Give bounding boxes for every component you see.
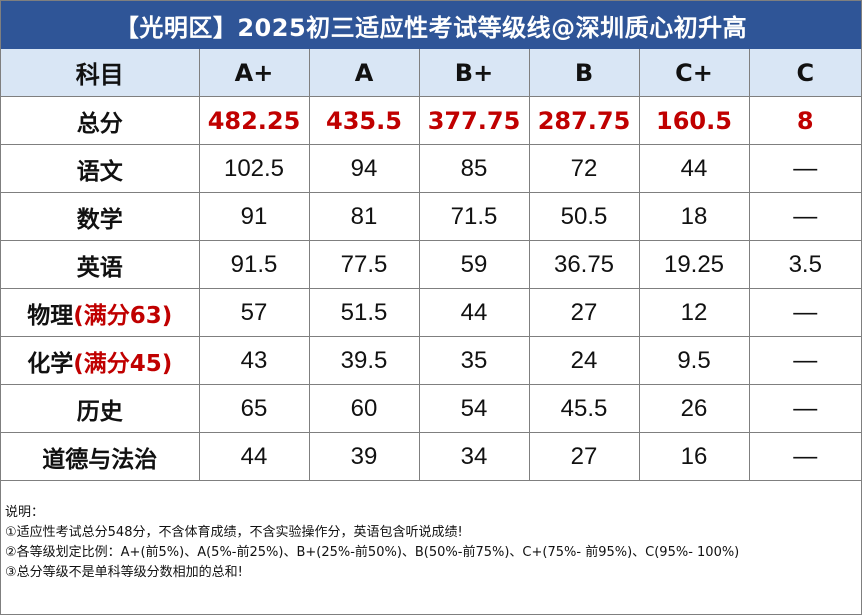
score-cell: 81 xyxy=(308,192,420,241)
header-cell-grade: B xyxy=(528,49,640,97)
score-cell: 377.75 xyxy=(418,96,530,145)
score-cell: 60 xyxy=(308,384,420,433)
score-cell: 77.5 xyxy=(308,240,420,289)
score-cell: 27 xyxy=(528,288,640,337)
score-cell: 160.5 xyxy=(638,96,750,145)
subject-cell: 物理(满分63) xyxy=(1,288,200,337)
score-cell: 94 xyxy=(308,144,420,193)
grade-table: 科目 A+ A B+ B C+ C 总分 482.25 435.5 377.75… xyxy=(1,49,861,481)
score-cell: 54 xyxy=(418,384,530,433)
score-cell: — xyxy=(748,288,861,337)
table-row: 数学 91 81 71.5 50.5 18 — xyxy=(1,192,861,241)
score-cell: 44 xyxy=(638,144,750,193)
table-row: 道德与法治 44 39 34 27 16 — xyxy=(1,432,861,481)
score-cell: 18 xyxy=(638,192,750,241)
score-cell: 50.5 xyxy=(528,192,640,241)
table-row: 历史 65 60 54 45.5 26 — xyxy=(1,384,861,433)
score-cell: 35 xyxy=(418,336,530,385)
score-cell: 39.5 xyxy=(308,336,420,385)
score-cell: 3.5 xyxy=(748,240,861,289)
subject-note: (满分63) xyxy=(73,302,173,329)
score-cell: 71.5 xyxy=(418,192,530,241)
header-cell-grade: C xyxy=(748,49,861,97)
subject-cell: 道德与法治 xyxy=(1,432,200,481)
score-cell: — xyxy=(748,336,861,385)
score-cell: 482.25 xyxy=(198,96,310,145)
score-cell: 44 xyxy=(198,432,310,481)
subject-label: 英语 xyxy=(76,254,123,281)
table-row: 物理(满分63) 57 51.5 44 27 12 — xyxy=(1,288,861,337)
header-cell-grade: B+ xyxy=(418,49,530,97)
score-cell: 34 xyxy=(418,432,530,481)
score-cell: 44 xyxy=(418,288,530,337)
table-header-row: 科目 A+ A B+ B C+ C xyxy=(1,49,861,97)
score-cell: 91 xyxy=(198,192,310,241)
table-row: 语文 102.5 94 85 72 44 — xyxy=(1,144,861,193)
note-item: ③总分等级不是单科等级分数相加的总和! xyxy=(5,565,243,580)
header-cell-subject: 科目 xyxy=(1,49,200,97)
subject-cell: 数学 xyxy=(1,192,200,241)
subject-label: 道德与法治 xyxy=(42,446,158,473)
score-cell: — xyxy=(748,384,861,433)
score-cell: 39 xyxy=(308,432,420,481)
subject-note: (满分45) xyxy=(73,350,173,377)
score-cell: 27 xyxy=(528,432,640,481)
subject-cell: 语文 xyxy=(1,144,200,193)
score-cell: 36.75 xyxy=(528,240,640,289)
score-cell: 51.5 xyxy=(308,288,420,337)
score-cell: 8 xyxy=(748,96,861,145)
score-cell: 85 xyxy=(418,144,530,193)
score-cell: 16 xyxy=(638,432,750,481)
score-cell: 24 xyxy=(528,336,640,385)
subject-cell: 历史 xyxy=(1,384,200,433)
subject-label: 历史 xyxy=(76,398,123,425)
score-cell: 72 xyxy=(528,144,640,193)
note-item: ①适应性考试总分548分，不含体育成绩，不含实验操作分，英语包含听说成绩! xyxy=(5,525,463,540)
score-cell: 19.25 xyxy=(638,240,750,289)
subject-cell: 化学(满分45) xyxy=(1,336,200,385)
table-row-total: 总分 482.25 435.5 377.75 287.75 160.5 8 xyxy=(1,96,861,145)
score-cell: 43 xyxy=(198,336,310,385)
score-cell: 12 xyxy=(638,288,750,337)
subject-label: 语文 xyxy=(76,158,123,185)
score-cell: — xyxy=(748,432,861,481)
notes-heading: 说明： xyxy=(5,505,45,520)
score-cell: 287.75 xyxy=(528,96,640,145)
score-cell: 65 xyxy=(198,384,310,433)
score-cell: 45.5 xyxy=(528,384,640,433)
score-cell: 59 xyxy=(418,240,530,289)
header-cell-grade: C+ xyxy=(638,49,750,97)
score-cell: 57 xyxy=(198,288,310,337)
score-cell: — xyxy=(748,192,861,241)
notes-section: 说明： ①适应性考试总分548分，不含体育成绩，不含实验操作分，英语包含听说成绩… xyxy=(1,481,861,583)
score-cell: 102.5 xyxy=(198,144,310,193)
subject-cell: 英语 xyxy=(1,240,200,289)
score-cell: 26 xyxy=(638,384,750,433)
page-title: 【光明区】2025初三适应性考试等级线@深圳质心初升高 xyxy=(1,1,861,49)
subject-label: 物理 xyxy=(27,302,74,329)
score-cell: — xyxy=(748,144,861,193)
score-cell: 435.5 xyxy=(308,96,420,145)
table-row: 化学(满分45) 43 39.5 35 24 9.5 — xyxy=(1,336,861,385)
subject-label: 化学 xyxy=(27,350,74,377)
note-item: ②各等级划定比例：A+(前5%)、A(5%-前25%)、B+(25%-前50%)… xyxy=(5,545,740,560)
score-cell: 9.5 xyxy=(638,336,750,385)
subject-label: 数学 xyxy=(76,206,123,233)
table-row: 英语 91.5 77.5 59 36.75 19.25 3.5 xyxy=(1,240,861,289)
header-cell-grade: A xyxy=(308,49,420,97)
subject-cell: 总分 xyxy=(1,96,200,145)
score-cell: 91.5 xyxy=(198,240,310,289)
header-cell-grade: A+ xyxy=(198,49,310,97)
